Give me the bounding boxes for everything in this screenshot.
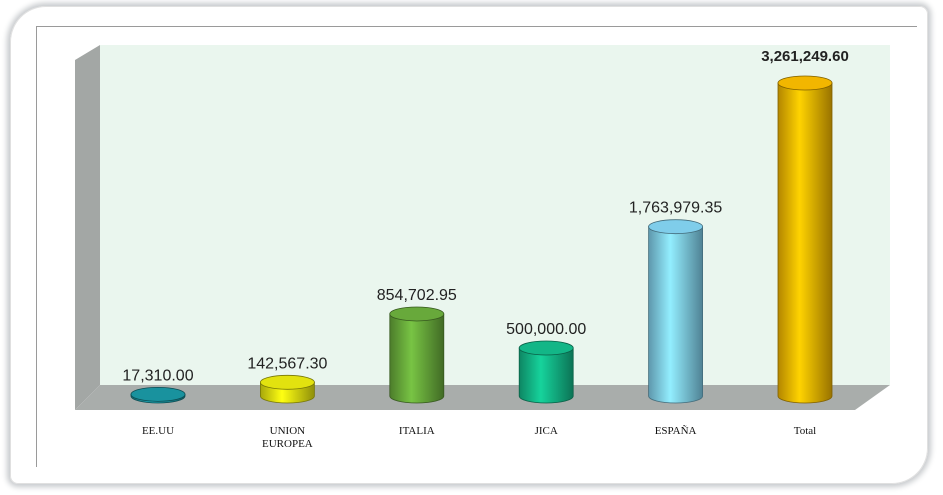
cylinder-body bbox=[518, 347, 574, 404]
cylinder bbox=[777, 75, 833, 404]
cylinder bbox=[389, 306, 445, 404]
cylinder-top bbox=[389, 306, 445, 322]
cylinder-top bbox=[130, 386, 186, 402]
cylinder-top bbox=[648, 219, 703, 235]
value-label: 1,763,979.35 bbox=[629, 200, 723, 217]
cylinder bbox=[648, 219, 703, 404]
value-label: 142,567.30 bbox=[247, 355, 327, 372]
category-label: ITALIA bbox=[398, 425, 435, 437]
cylinder-body bbox=[648, 226, 703, 404]
cylinder-body bbox=[389, 313, 445, 404]
value-label: 17,310.00 bbox=[122, 367, 193, 384]
category-label: ESPAÑA bbox=[654, 425, 697, 437]
cylinder-body bbox=[777, 82, 833, 404]
value-label: 500,000.00 bbox=[506, 321, 586, 338]
side-wall bbox=[75, 45, 100, 410]
floor bbox=[75, 385, 890, 410]
category-label: UNION EUROPEA bbox=[262, 425, 313, 450]
value-label: 3,261,249.60 bbox=[761, 48, 849, 65]
plot-border bbox=[36, 26, 917, 467]
cylinder bbox=[518, 340, 574, 404]
cylinder-top bbox=[777, 75, 833, 91]
category-label: Total bbox=[793, 425, 817, 437]
cylinder-top bbox=[518, 340, 574, 356]
category-label: JICA bbox=[534, 425, 558, 437]
cylinder-top bbox=[259, 374, 315, 390]
category-label: EE.UU bbox=[141, 425, 175, 437]
cylinder bbox=[259, 374, 315, 404]
back-wall bbox=[100, 45, 890, 385]
value-label: 854,702.95 bbox=[377, 287, 457, 304]
cylinder bbox=[130, 386, 186, 404]
